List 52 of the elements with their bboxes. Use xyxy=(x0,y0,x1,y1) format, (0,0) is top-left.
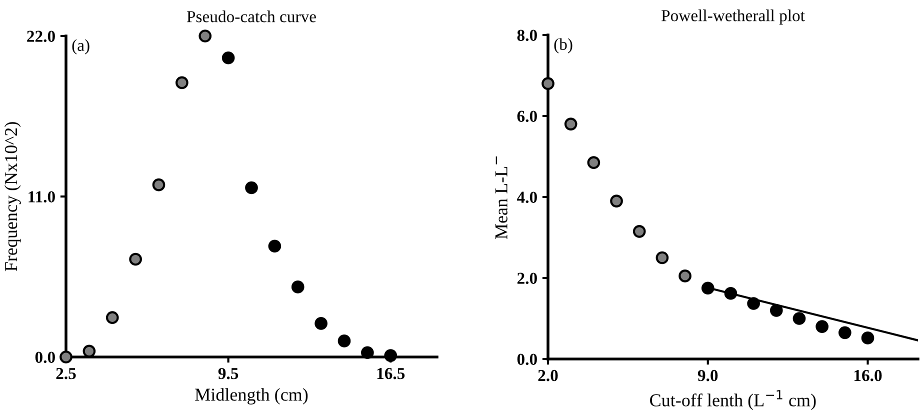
point xyxy=(792,312,806,325)
x-axis-title: Midlength (cm) xyxy=(195,388,308,405)
x-tick-label: 2.5 xyxy=(56,368,76,380)
point xyxy=(542,77,554,90)
point xyxy=(245,181,258,194)
point xyxy=(82,344,96,358)
point xyxy=(861,332,874,344)
y-tick-label: 4.0 xyxy=(516,192,537,204)
point xyxy=(338,334,351,348)
y-tick-label: 0.0 xyxy=(517,354,537,366)
x-tick-label: 16.5 xyxy=(377,368,405,380)
y-axis-title: Frequency (Nx10^2) xyxy=(4,122,21,272)
point xyxy=(770,304,783,317)
x-tick-label: 16.0 xyxy=(854,370,882,382)
y-tick-label: 8.0 xyxy=(517,30,537,42)
x-axis-title: Cut-off lenth (L$^{−1}$ cm) xyxy=(650,390,816,410)
point xyxy=(176,76,188,90)
chart-title: Powell-wetherall plot xyxy=(662,10,805,25)
point xyxy=(564,118,578,131)
point xyxy=(268,240,282,253)
y-tick-label: 0.0 xyxy=(35,352,55,364)
x-tick-label: 9.5 xyxy=(218,368,238,380)
y-tick-label: 22.0 xyxy=(27,30,55,42)
point xyxy=(656,251,669,264)
point xyxy=(747,297,760,310)
point xyxy=(291,280,304,294)
annotation: (b) xyxy=(554,38,572,54)
point xyxy=(222,51,235,64)
point xyxy=(198,30,212,42)
point xyxy=(724,286,738,300)
point xyxy=(361,346,374,360)
point xyxy=(816,320,828,334)
point xyxy=(129,252,142,266)
y-tick-label: 2.0 xyxy=(517,272,537,284)
point xyxy=(610,194,623,208)
point xyxy=(632,225,646,238)
x-tick-label: 9.0 xyxy=(698,370,718,382)
point xyxy=(384,349,398,362)
point xyxy=(60,350,72,364)
point xyxy=(106,311,119,324)
point xyxy=(838,326,852,340)
point xyxy=(152,178,166,192)
y-tick-label: 6.0 xyxy=(517,110,537,122)
point xyxy=(587,156,600,169)
annotation: (a) xyxy=(72,39,90,54)
x-tick-label: 2.0 xyxy=(538,370,558,382)
y-axis-title: Mean L-L$^{−}$ xyxy=(495,156,508,239)
chart-title: Pseudo-catch curve xyxy=(186,10,316,22)
point xyxy=(678,270,692,282)
point xyxy=(701,282,714,295)
y-tick-label: 11.0 xyxy=(28,191,55,203)
point xyxy=(314,317,328,330)
